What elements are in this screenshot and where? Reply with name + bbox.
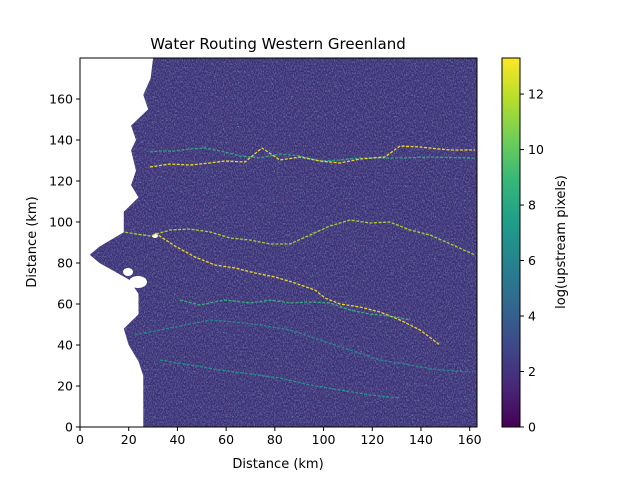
channel-network xyxy=(89,145,476,399)
x-tick-label: 160 xyxy=(458,432,482,447)
colorbar-tick-label: 2 xyxy=(528,364,536,379)
x-axis-label: Distance (km) xyxy=(232,457,323,472)
colorbar-ticks: 0 2 4 6 8 10 12 xyxy=(520,87,544,435)
x-tick-label: 100 xyxy=(312,432,336,447)
y-axis-label: Distance (km) xyxy=(25,196,40,287)
colorbar-tick-label: 10 xyxy=(528,142,544,157)
y-tick-label: 60 xyxy=(57,297,73,312)
river-channel xyxy=(89,219,476,256)
chart-title: Water Routing Western Greenland xyxy=(150,35,405,53)
colorbar: 0 2 4 6 8 10 12 log(upstream pixels) xyxy=(501,57,569,435)
x-tick-label: 140 xyxy=(409,432,433,447)
lake xyxy=(129,276,147,288)
colorbar-tick-label: 8 xyxy=(528,198,536,213)
x-tick-label: 40 xyxy=(169,432,185,447)
heatmap-plot-area xyxy=(79,57,478,428)
y-tick-label: 40 xyxy=(57,338,73,353)
river-channel xyxy=(134,319,471,373)
river-channel xyxy=(159,359,401,399)
colorbar-tick-label: 12 xyxy=(528,87,544,102)
lake xyxy=(123,268,133,276)
y-tick-label: 140 xyxy=(49,133,73,148)
plot-frame xyxy=(79,57,478,428)
y-tick-label: 100 xyxy=(49,215,73,230)
x-tick-label: 120 xyxy=(360,432,384,447)
y-tick-label: 80 xyxy=(57,256,73,271)
x-tick-label: 20 xyxy=(121,432,137,447)
colorbar-tick-label: 6 xyxy=(528,253,536,268)
y-tick-label: 160 xyxy=(49,92,73,107)
land-region xyxy=(89,58,477,427)
y-tick-label: 20 xyxy=(57,379,73,394)
y-tick-label: 120 xyxy=(49,174,73,189)
colorbar-frame xyxy=(501,57,521,428)
x-tick-label: 0 xyxy=(76,432,84,447)
colorbar-tick-label: 0 xyxy=(528,420,536,435)
river-channel xyxy=(179,299,411,321)
colorbar-tick-label: 4 xyxy=(528,309,536,324)
river-channel xyxy=(149,145,475,168)
y-axis: 0 20 40 60 80 100 120 140 160 xyxy=(49,92,80,435)
y-tick-label: 0 xyxy=(65,420,73,435)
x-axis: 0 20 40 60 80 100 120 140 160 xyxy=(76,427,482,447)
colorbar-label: log(upstream pixels) xyxy=(554,175,569,309)
colorbar-fill xyxy=(502,58,520,427)
x-tick-label: 60 xyxy=(218,432,234,447)
x-tick-label: 80 xyxy=(267,432,283,447)
